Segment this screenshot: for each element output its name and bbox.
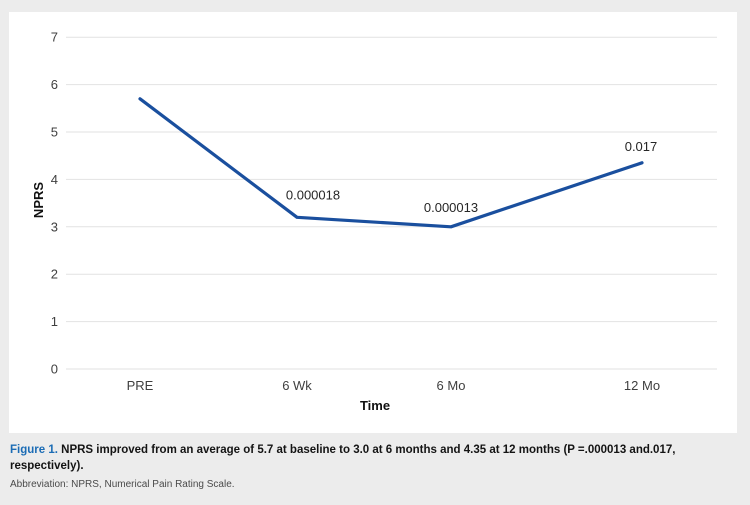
y-tick-label: 3: [51, 219, 58, 234]
x-tick-label: 6 Wk: [282, 378, 312, 393]
p-value-label: 0.000018: [286, 187, 340, 202]
y-tick-label: 7: [51, 30, 58, 45]
y-tick-label: 1: [51, 314, 58, 329]
x-axis-title: Time: [360, 398, 390, 413]
gridlines: [66, 36, 717, 370]
x-axis-tick-labels: PRE 6 Wk 6 Mo 12 Mo: [127, 378, 660, 393]
caption-text: NPRS improved from an average of 5.7 at …: [10, 444, 676, 472]
p-value-label: 0.000013: [424, 200, 478, 215]
x-tick-label: 12 Mo: [624, 378, 660, 393]
y-axis-title: NPRS: [31, 182, 46, 218]
x-tick-label: PRE: [127, 378, 154, 393]
y-tick-label: 5: [51, 125, 58, 140]
abbreviation-note: Abbreviation: NPRS, Numerical Pain Ratin…: [10, 479, 235, 491]
y-tick-label: 0: [51, 362, 58, 377]
y-tick-label: 2: [51, 267, 58, 282]
y-tick-label: 4: [51, 172, 58, 187]
point-labels: 0.000018 0.000013 0.017: [286, 139, 657, 215]
y-tick-label: 6: [51, 77, 58, 92]
p-value-label: 0.017: [625, 139, 658, 154]
x-tick-label: 6 Mo: [437, 378, 466, 393]
figure-caption: Figure 1. NPRS improved from an average …: [10, 443, 716, 492]
y-axis-tick-labels: 0 1 2 3 4 5 6 7: [51, 30, 58, 377]
figure-label: Figure 1.: [10, 444, 58, 456]
nprs-series-line: [138, 97, 644, 229]
